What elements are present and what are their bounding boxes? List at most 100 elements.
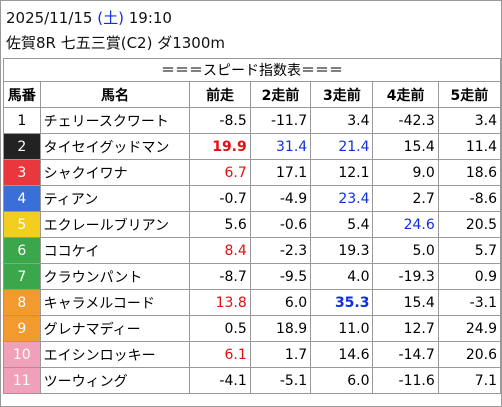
speed-index: 5.0 (372, 237, 439, 264)
horse-name: ツーウィング (39, 367, 191, 394)
horse-name: タイセイグッドマン (39, 133, 191, 160)
speed-index: 12.1 (310, 159, 374, 186)
column-header: 4走前 (372, 81, 439, 108)
speed-index: 15.4 (372, 133, 439, 160)
horse-row: 10 エイシンロッキー 6.1 1.7 14.6 -14.7 20.6 (3, 341, 502, 368)
horse-name: チェリースクワート (39, 107, 191, 134)
speed-index: 19.9 (189, 133, 251, 160)
horse-number: 10 (3, 341, 41, 368)
horse-name: シャクイワナ (39, 159, 191, 186)
speed-index: -8.7 (189, 263, 251, 290)
horse-name: キャラメルコード (39, 289, 191, 316)
speed-index: -8.5 (189, 107, 251, 134)
speed-index: 20.5 (437, 211, 502, 238)
speed-index: 2.7 (372, 185, 439, 212)
speed-index: -11.6 (372, 367, 439, 394)
speed-index: 5.7 (437, 237, 502, 264)
speed-index: 1.7 (249, 341, 312, 368)
speed-index: 5.4 (310, 211, 374, 238)
horse-number: 8 (3, 289, 41, 316)
speed-index: -3.1 (437, 289, 502, 316)
speed-index: 7.1 (437, 367, 502, 394)
speed-index: 23.4 (310, 185, 374, 212)
column-header-row: 馬番 馬名 前走 2走前 3走前 4走前 5走前 (3, 81, 502, 108)
speed-index: -0.6 (249, 211, 312, 238)
horse-row: 2 タイセイグッドマン 19.9 31.4 21.4 15.4 11.4 (3, 133, 502, 160)
speed-index: 12.7 (372, 315, 439, 342)
horse-number: 5 (3, 211, 41, 238)
speed-index: 13.8 (189, 289, 251, 316)
column-header: 馬名 (39, 81, 191, 108)
speed-index: -11.7 (249, 107, 312, 134)
horse-number: 7 (3, 263, 41, 290)
speed-index: -0.7 (189, 185, 251, 212)
horse-name: ティアン (39, 185, 191, 212)
horse-name: グレナマディー (39, 315, 191, 342)
horse-row: 1 チェリースクワート -8.5 -11.7 3.4 -42.3 3.4 (3, 107, 502, 134)
speed-index: 3.4 (437, 107, 502, 134)
speed-table: ＝＝＝スピード指数表＝＝＝ 馬番 馬名 前走 2走前 3走前 4走前 5走前 1 チェリースク… (3, 58, 502, 394)
horse-name: エイシンロッキー (39, 341, 191, 368)
speed-index: 35.3 (310, 289, 374, 316)
horse-row: 5 エクレールブリアン 5.6 -0.6 5.4 24.6 20.5 (3, 211, 502, 238)
weekday: (土) (97, 9, 124, 27)
column-header: 3走前 (310, 81, 374, 108)
speed-index: -5.1 (249, 367, 312, 394)
column-header: 前走 (189, 81, 251, 108)
speed-index: -42.3 (372, 107, 439, 134)
horse-name: ココケイ (39, 237, 191, 264)
speed-index: 6.0 (310, 367, 374, 394)
column-header: 5走前 (437, 81, 502, 108)
speed-index: 19.3 (310, 237, 374, 264)
horse-row: 3 シャクイワナ 6.7 17.1 12.1 9.0 18.6 (3, 159, 502, 186)
speed-index: 18.6 (437, 159, 502, 186)
horse-number: 6 (3, 237, 41, 264)
date: 2025/11/15 (6, 9, 93, 27)
speed-index: -9.5 (249, 263, 312, 290)
speed-index: -2.3 (249, 237, 312, 264)
speed-index: 4.0 (310, 263, 374, 290)
column-header: 馬番 (3, 81, 41, 108)
horse-name: クラウンパント (39, 263, 191, 290)
speed-index: -19.3 (372, 263, 439, 290)
horse-row: 4 ティアン -0.7 -4.9 23.4 2.7 -8.6 (3, 185, 502, 212)
speed-index: 9.0 (372, 159, 439, 186)
speed-index: 6.7 (189, 159, 251, 186)
race-info: 佐賀8R 七五三賞(C2) ダ1300m (6, 34, 226, 52)
horse-row: 9 グレナマディー 0.5 18.9 11.0 12.7 24.9 (3, 315, 502, 342)
speed-index: 24.9 (437, 315, 502, 342)
speed-index: 6.1 (189, 341, 251, 368)
horse-row: 8 キャラメルコード 13.8 6.0 35.3 15.4 -3.1 (3, 289, 502, 316)
time: 19:10 (128, 9, 172, 27)
speed-index: 11.0 (310, 315, 374, 342)
horse-row: 7 クラウンパント -8.7 -9.5 4.0 -19.3 0.9 (3, 263, 502, 290)
table-body: 1 チェリースクワート -8.5 -11.7 3.4 -42.3 3.4 2 タイセイグッドマン… (3, 107, 502, 394)
table-title: ＝＝＝スピード指数表＝＝＝ (3, 58, 501, 82)
horse-number: 9 (3, 315, 41, 342)
speed-index: -14.7 (372, 341, 439, 368)
speed-index: 5.6 (189, 211, 251, 238)
horse-number: 4 (3, 185, 41, 212)
horse-number: 1 (3, 107, 41, 134)
speed-index: -4.9 (249, 185, 312, 212)
speed-index: 18.9 (249, 315, 312, 342)
speed-index: 0.5 (189, 315, 251, 342)
speed-index: 21.4 (310, 133, 374, 160)
speed-index: 15.4 (372, 289, 439, 316)
speed-index: 17.1 (249, 159, 312, 186)
speed-index: 0.9 (437, 263, 502, 290)
horse-row: 6 ココケイ 8.4 -2.3 19.3 5.0 5.7 (3, 237, 502, 264)
horse-row: 11 ツーウィング -4.1 -5.1 6.0 -11.6 7.1 (3, 367, 502, 394)
speed-index: 8.4 (189, 237, 251, 264)
speed-index: 11.4 (437, 133, 502, 160)
speed-index: 24.6 (372, 211, 439, 238)
speed-index: -8.6 (437, 185, 502, 212)
horse-number: 2 (3, 133, 41, 160)
horse-name: エクレールブリアン (39, 211, 191, 238)
date-line: 2025/11/15 (土) 19:10 (6, 7, 172, 28)
horse-number: 3 (3, 159, 41, 186)
speed-index: 20.6 (437, 341, 502, 368)
speed-index: -4.1 (189, 367, 251, 394)
column-header: 2走前 (249, 81, 312, 108)
